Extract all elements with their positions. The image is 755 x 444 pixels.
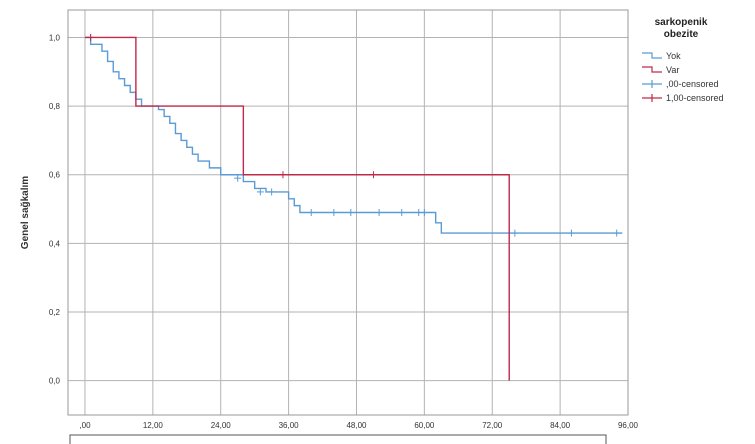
censored-mark <box>234 174 242 182</box>
censored-mark <box>613 229 621 237</box>
y-tick-label: 1,0 <box>49 33 61 42</box>
legend-line-swatch <box>642 66 662 73</box>
x-tick-label: 36,00 <box>279 421 300 430</box>
legend-entry: Var <box>642 65 679 75</box>
survival-step-line <box>84 36 623 234</box>
legend-entry: ,00-censored <box>642 79 719 89</box>
legend-label: ,00-censored <box>666 79 719 89</box>
x-tick-label: ,00 <box>79 421 91 430</box>
x-tick-label: 96,00 <box>618 421 639 430</box>
censored-mark <box>307 209 315 216</box>
x-tick-label: 84,00 <box>550 421 571 430</box>
plot-frame <box>67 9 629 416</box>
series-layer <box>84 33 623 381</box>
censored-mark <box>330 209 338 216</box>
y-axis-title: Genel sağkalım <box>20 176 31 249</box>
legend-entry: Yok <box>642 51 681 61</box>
x-tick-label: 60,00 <box>414 421 435 430</box>
x-tick-label: 12,00 <box>143 421 164 430</box>
censored-mark <box>567 229 575 237</box>
legend-label: 1,00-censored <box>666 93 724 103</box>
y-tick-labels: 0,0 0,2 0,4 0,6 0,8 1,0 <box>49 33 61 385</box>
censored-mark <box>375 209 383 216</box>
censored-mark <box>398 209 406 216</box>
series-yok <box>84 33 623 237</box>
legend: sarkopenik obezite Yok Var ,00-censored 1,0… <box>642 17 724 103</box>
censored-mark <box>279 171 287 179</box>
legend-label: Var <box>666 65 679 75</box>
censored-mark <box>420 209 428 216</box>
censored-mark <box>256 188 264 196</box>
censored-mark <box>369 171 377 179</box>
series-var <box>84 33 510 381</box>
x-tick-label: 24,00 <box>211 421 232 430</box>
x-axis-band <box>69 434 607 444</box>
legend-entries: Yok Var ,00-censored 1,00-censored <box>642 51 724 103</box>
y-tick-label: 0,4 <box>49 239 61 248</box>
legend-title-line-2: obezite <box>664 29 699 40</box>
legend-line-swatch <box>642 52 662 59</box>
x-tick-label: 72,00 <box>482 421 503 430</box>
x-tick-labels: ,00 12,00 24,00 36,00 48,00 60,00 72,00 84,00 96… <box>79 421 638 430</box>
legend-title-line-1: sarkopenik <box>655 17 708 28</box>
survival-step-line <box>84 36 510 381</box>
legend-label: Yok <box>666 51 681 61</box>
censored-mark <box>511 229 519 237</box>
x-tick-label: 48,00 <box>346 421 367 430</box>
y-tick-label: 0,6 <box>49 171 61 180</box>
censored-mark <box>87 33 95 41</box>
legend-entry: 1,00-censored <box>642 93 724 103</box>
y-tick-label: 0,0 <box>49 377 61 386</box>
censored-mark <box>268 188 276 196</box>
y-tick-label: 0,2 <box>49 308 61 317</box>
y-tick-label: 0,8 <box>49 102 61 111</box>
censored-mark <box>347 209 355 216</box>
